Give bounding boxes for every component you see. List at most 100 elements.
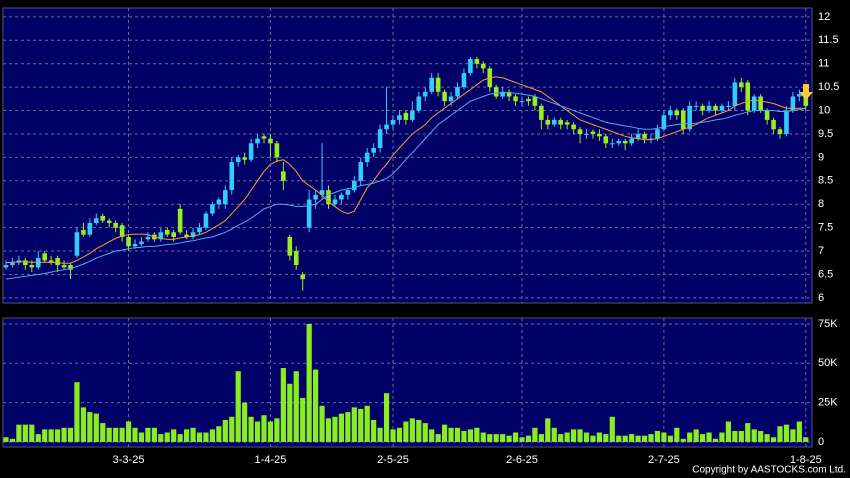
candle-body [751, 96, 757, 111]
candle-body [693, 105, 699, 107]
volume-bar [409, 418, 415, 442]
volume-bar [629, 434, 635, 442]
volume-bar [416, 419, 422, 442]
candle-body [29, 265, 35, 268]
volume-bar [512, 432, 519, 442]
candle-body [545, 119, 551, 125]
candle-body [268, 138, 273, 144]
candle-body [668, 110, 673, 116]
volume-bar [654, 430, 661, 442]
candle-body [261, 136, 267, 139]
candle-body [635, 133, 641, 139]
candle-body [106, 220, 112, 223]
candle-body [293, 251, 299, 266]
volume-bar [222, 419, 228, 442]
signal-arrow [799, 84, 813, 100]
volume-bar [429, 429, 435, 442]
volume-bar [151, 427, 157, 442]
volume-bar [480, 432, 486, 442]
candle-body [745, 82, 751, 111]
candle-body [10, 262, 15, 266]
x-tick-label: 3-3-25 [113, 454, 145, 466]
volume-bar [532, 427, 538, 442]
volume-bar [242, 402, 248, 442]
x-tick-label: 2-5-25 [377, 454, 409, 466]
volume-bar [571, 429, 577, 442]
candle-body [3, 265, 9, 268]
volume-bar [87, 412, 93, 442]
volume-bar [467, 429, 473, 442]
candle-body [468, 59, 473, 74]
y-tick-label: 0 [818, 436, 824, 448]
volume-bar [3, 437, 9, 442]
moving-average-line [5, 76, 806, 264]
candle-body [777, 129, 783, 134]
candle-body [216, 199, 222, 205]
volume-bar [680, 438, 686, 442]
candle-body [126, 236, 131, 247]
candle-body [629, 138, 634, 144]
candle-body [164, 229, 170, 235]
volume-bar [22, 424, 28, 442]
candle-body [87, 222, 93, 235]
candle-body [300, 274, 305, 280]
volume-bar [48, 429, 54, 442]
candle-body [564, 122, 570, 125]
x-tick-label: 2-6-25 [506, 454, 538, 466]
volume-bar [609, 416, 615, 442]
candle-body [242, 157, 247, 160]
volume-bar [422, 423, 428, 442]
volume-bar [93, 413, 99, 442]
volume-bar [751, 429, 757, 442]
volume-bar [106, 427, 112, 442]
volume-bar [229, 416, 235, 442]
volume-bar [383, 393, 390, 442]
volume-bar [351, 407, 357, 442]
volume-bar [203, 432, 209, 442]
volume-bar [358, 408, 364, 442]
volume-bar [461, 430, 467, 442]
volume-bar [796, 421, 802, 442]
volume-bar [16, 424, 22, 442]
candle-body [519, 101, 525, 103]
candle-body [416, 96, 422, 111]
candle-body [481, 63, 486, 69]
candle-body [758, 96, 763, 111]
volume-bar [293, 371, 299, 442]
candle-body [352, 180, 357, 191]
candle-body [771, 119, 776, 130]
candle-body [610, 143, 615, 145]
price-panel [2, 7, 813, 304]
candle-body [139, 241, 144, 244]
volume-bar [119, 427, 125, 442]
candle-body [23, 260, 28, 266]
volume-bar [177, 434, 183, 442]
candle-body [622, 140, 628, 144]
volume-bar [706, 432, 712, 442]
volume-bar [758, 430, 764, 442]
volume-bar [209, 429, 215, 442]
candle-body [655, 129, 660, 139]
candle-body [803, 94, 809, 106]
candle-body [442, 91, 447, 102]
volume-bar [248, 416, 254, 442]
candle-body [74, 232, 80, 256]
candle-body [306, 199, 312, 228]
x-tick-label: 1-4-25 [255, 454, 287, 466]
candle-body [42, 253, 47, 261]
candle-body [55, 258, 60, 266]
volume-bar [641, 435, 648, 442]
volume-bar [35, 434, 41, 442]
candle-body [597, 133, 602, 137]
volume-bar [738, 430, 744, 442]
y-tick-label: 7 [818, 245, 824, 257]
volume-bar [538, 434, 544, 442]
y-tick-label: 11.5 [818, 34, 839, 46]
volume-bar [254, 421, 261, 442]
volume-bar [100, 423, 106, 442]
volume-bar [506, 435, 512, 442]
candle-body [532, 96, 538, 106]
volume-bar [113, 427, 119, 442]
candle-body [210, 204, 215, 214]
candle-body [577, 129, 583, 134]
